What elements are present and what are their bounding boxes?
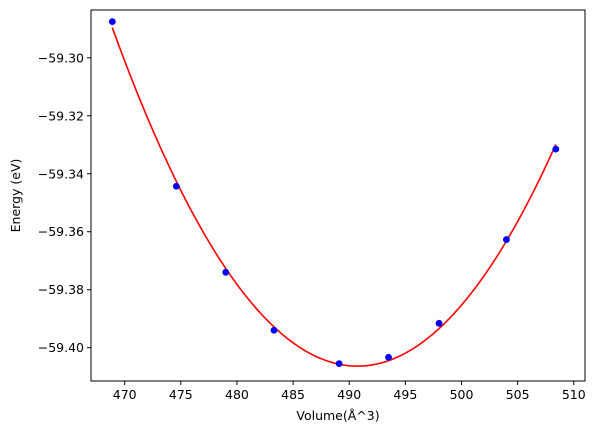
y-tick-label: −59.34 [38,166,84,181]
data-point [108,18,116,25]
y-tick-label: −59.32 [38,108,84,123]
data-point [435,319,443,327]
x-tick-label: 505 [506,387,530,402]
x-tick-label: 480 [225,387,249,402]
x-tick-label: 475 [169,387,193,402]
data-point [335,360,343,368]
x-axis-ticks: 470 475 480 485 490 495 500 505 510 [113,381,586,402]
fit-curve-layer [111,27,557,367]
x-tick-label: 500 [450,387,474,402]
fit-curve [111,27,557,367]
x-tick-label: 470 [113,387,137,402]
data-point [172,182,180,190]
x-tick-label: 495 [393,387,417,402]
x-axis-label: Volume(Å^3) [296,408,379,423]
data-point [270,326,278,334]
plot-frame [90,9,586,382]
y-tick-label: −59.36 [38,224,84,239]
y-tick-label: −59.38 [38,282,84,297]
data-points-layer [108,18,560,368]
x-tick-label: 485 [281,387,305,402]
y-tick-label: −59.40 [38,340,84,355]
data-point [222,268,230,276]
data-point [503,236,510,243]
x-tick-label: 490 [337,387,361,402]
data-point [552,145,560,153]
y-axis-label: Energy (eV) [8,159,23,233]
y-tick-label: −59.30 [38,50,84,65]
x-tick-label: 510 [562,387,586,402]
y-axis-ticks: −59.30 −59.32 −59.34 −59.36 −59.38 −59.40 [38,50,91,355]
data-point [385,353,392,361]
